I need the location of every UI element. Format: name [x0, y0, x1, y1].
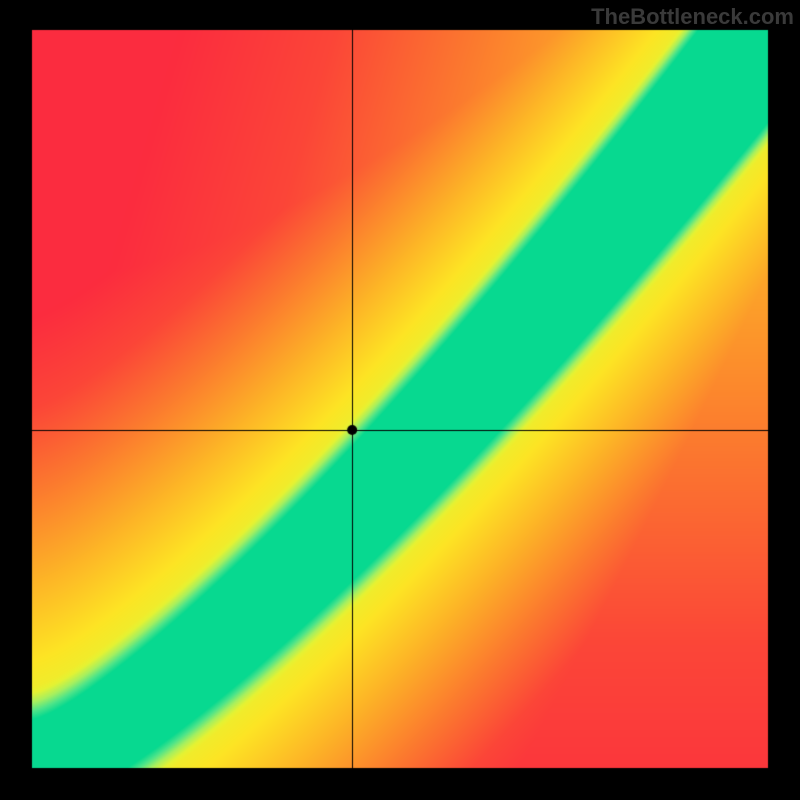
heatmap-canvas	[0, 0, 800, 800]
watermark-text: TheBottleneck.com	[591, 4, 794, 30]
